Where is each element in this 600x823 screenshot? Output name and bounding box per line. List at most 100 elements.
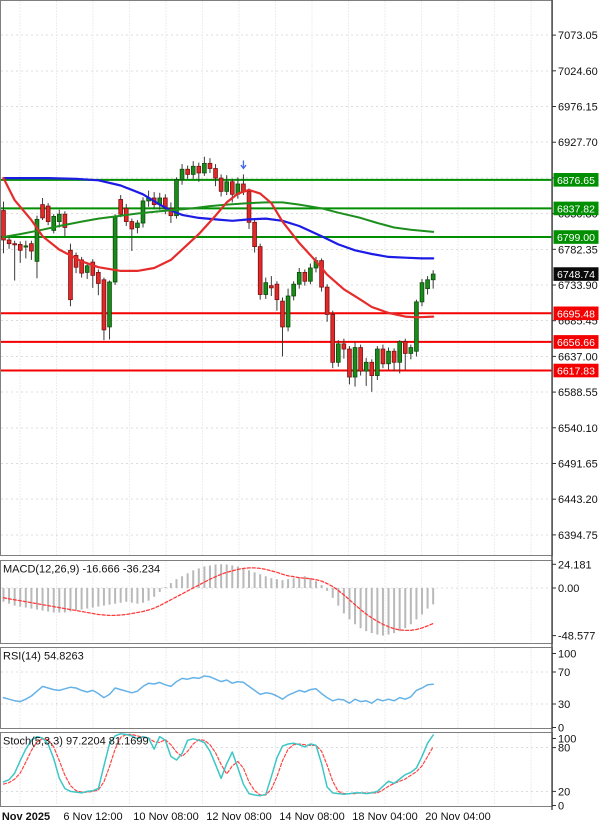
macd-indicator-label: MACD(12,26,9) -16.666 -36.234 [3, 564, 160, 576]
bear-candle [90, 261, 96, 276]
bull-candle [57, 213, 62, 222]
rsi-indicator-label: RSI(14) 54.8263 [3, 651, 84, 663]
price-tick-label: 6733.90 [558, 280, 598, 292]
stoch-tick-label: 0 [558, 801, 564, 813]
price-panel [0, 0, 553, 556]
stoch-d-line [2, 733, 434, 796]
price-tick-label: 6540.10 [558, 423, 598, 435]
stoch-tick-label: 80 [558, 743, 570, 755]
price-tick-label: 7073.05 [558, 30, 598, 42]
bull-candle [419, 282, 425, 303]
price-panel-border [0, 0, 553, 556]
resistance-price-label-bg [553, 230, 599, 244]
bear-candle [391, 350, 397, 363]
macd-tick-label: 24.181 [558, 559, 592, 571]
time-axis-label: 18 Nov 04:00 [352, 811, 417, 823]
sell-arrow-icon [240, 160, 247, 170]
bear-candle [101, 279, 107, 331]
bear-candle [274, 283, 280, 301]
bull-candle [296, 272, 302, 285]
bear-candle [369, 361, 375, 376]
ma-green-line [2, 201, 435, 238]
bull-candle [34, 218, 40, 262]
rsi-tick-label: 0 [558, 723, 564, 735]
rsi-panel: RSI(14) 54.8263 [0, 647, 553, 729]
bear-candle [257, 246, 263, 295]
time-axis-label: 10 Nov 08:00 [133, 811, 198, 823]
current-price-label-bg [553, 267, 599, 281]
bear-candle [213, 168, 218, 179]
macd-tick-label: 0.00 [558, 583, 579, 595]
bull-candle [335, 343, 341, 363]
bear-candle [40, 204, 45, 219]
bull-candle [107, 281, 112, 328]
support-price-label: 6617.83 [557, 366, 595, 378]
bear-candle [229, 181, 235, 195]
bull-candle [190, 165, 196, 175]
bear-candle [118, 199, 123, 215]
bear-candle [269, 285, 274, 289]
time-axis-label: 14 Nov 08:00 [279, 811, 344, 823]
stoch-k-line [2, 732, 434, 797]
bear-candle [185, 168, 190, 175]
support-price-label-bg [553, 363, 599, 378]
bull-candle [291, 283, 296, 297]
bear-candle [45, 205, 51, 222]
bear-candle [319, 260, 324, 288]
price-tick-label: 6588.55 [558, 387, 598, 399]
bull-candle [179, 168, 185, 180]
bear-candle [6, 239, 12, 245]
time-axis-label: 6 Nov 12:00 [63, 811, 122, 823]
price-tick-label: 6491.65 [558, 458, 598, 470]
bull-candle [352, 347, 358, 378]
bull-candle [135, 222, 140, 228]
bear-candle [62, 213, 68, 228]
macd-signal-line [2, 567, 434, 632]
macd-panel: MACD(12,26,9) -16.666 -36.234 [0, 560, 553, 644]
stoch-indicator-label: Stoch(5,3,3) 97.2204 81.1699 [3, 736, 149, 748]
support-price-label-bg [553, 306, 599, 321]
bear-candle [1, 210, 6, 241]
price-tick-label: 6927.70 [558, 137, 598, 149]
bull-candle [174, 179, 179, 217]
time-axis[interactable]: Nov 2025 6 Nov 12:00 10 Nov 08:00 12 Nov 08… [2, 811, 491, 823]
bear-candle [73, 255, 79, 268]
support-price-label: 6695.48 [557, 308, 595, 320]
bear-candle [68, 249, 73, 301]
bear-candle [380, 348, 386, 365]
bull-candle [425, 279, 430, 290]
resistance-price-label: 6876.65 [557, 175, 595, 187]
price-tick-label: 6394.75 [558, 530, 598, 542]
price-axis[interactable]: 7073.057024.606976.156927.706879.256830.… [551, 0, 599, 813]
price-tick-label: 6637.00 [558, 351, 598, 363]
resistance-price-label-bg [553, 201, 599, 216]
ma-red-line [2, 177, 435, 319]
bull-candle [430, 273, 436, 281]
time-axis-label: 20 Nov 04:00 [425, 811, 490, 823]
stoch-tick-label: 20 [558, 786, 570, 798]
bear-candle [347, 348, 352, 378]
bear-candle [358, 347, 363, 372]
bear-candle [341, 343, 347, 350]
macd-tick-label: -48.577 [558, 631, 595, 643]
bull-candle [263, 282, 269, 295]
bull-candle [375, 348, 380, 376]
time-axis-label: 12 Nov 08:00 [206, 811, 271, 823]
rsi-tick-label: 100 [558, 649, 576, 661]
bull-candle [84, 265, 90, 273]
bear-candle [17, 244, 23, 251]
bear-candle [96, 272, 101, 284]
stoch-panel: Stoch(5,3,3) 97.2204 81.1699 [0, 732, 553, 807]
bear-candle [12, 243, 17, 246]
candles-layer [1, 156, 436, 392]
rsi-tick-label: 30 [558, 699, 570, 711]
bull-candle [112, 216, 118, 283]
bull-candle [23, 245, 29, 248]
support-price-label: 6656.66 [557, 337, 595, 349]
price-tick-label: 6782.35 [558, 244, 598, 256]
bull-candle [51, 216, 57, 231]
bear-candle [129, 221, 135, 230]
bear-candle [218, 177, 224, 192]
resistance-price-label: 6799.00 [557, 232, 595, 244]
